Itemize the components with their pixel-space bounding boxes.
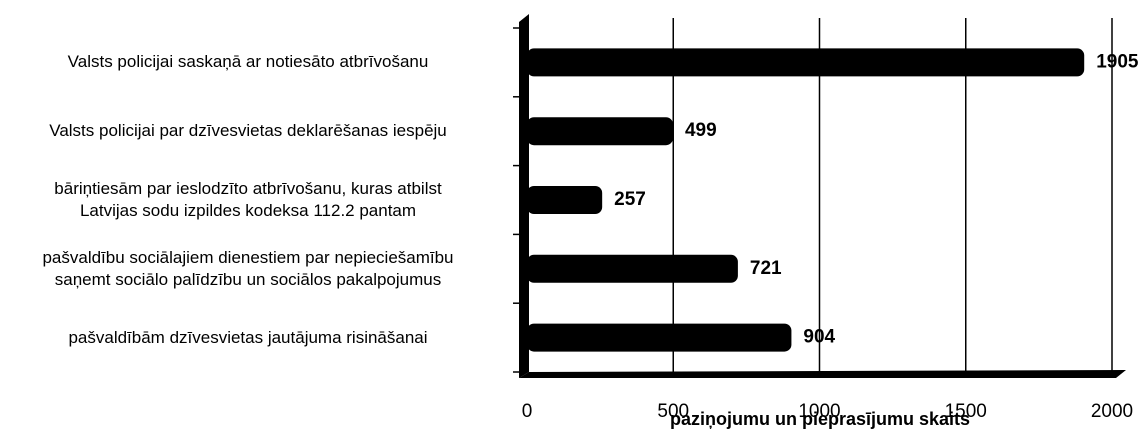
bar: [527, 254, 738, 283]
x-axis-title: paziņojumu un pieprasījumu skaits: [670, 409, 970, 429]
x-tick-label: 1500: [945, 401, 987, 422]
y-axis-wall: [519, 14, 529, 378]
bar: [527, 48, 1085, 77]
value-label: 1905: [1096, 51, 1139, 72]
bar: [527, 323, 792, 352]
y-tick-label: pašvaldībām dzīvesvietas jautājuma risin…: [68, 327, 428, 347]
y-tick-label: Valsts policijai par dzīvesvietas deklar…: [49, 121, 447, 141]
value-label: 904: [803, 327, 835, 348]
x-tick-label: 2000: [1091, 401, 1133, 422]
value-label: 499: [685, 120, 717, 141]
y-tick-label: pašvaldību sociālajiem dienestiem par ne…: [42, 247, 454, 289]
bar: [527, 117, 673, 146]
x-tick-label: 500: [657, 401, 689, 422]
x-tick-label: 0: [522, 401, 533, 422]
x-axis-floor: [519, 370, 1126, 378]
y-tick-label: bāriņtiesām par ieslodzīto atbrīvošanu, …: [54, 179, 442, 220]
value-label: 721: [750, 258, 782, 279]
y-tick-label: Valsts policijai saskaņā ar notiesāto at…: [67, 52, 429, 72]
bar: [527, 186, 603, 214]
x-tick-label: 1000: [798, 401, 840, 422]
value-label: 257: [614, 189, 646, 210]
